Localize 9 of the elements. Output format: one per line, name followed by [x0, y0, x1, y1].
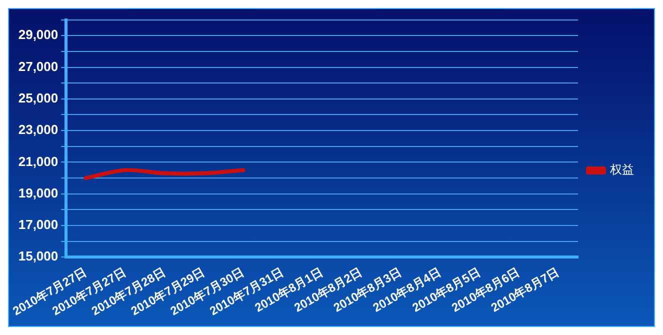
y-tick-label: 19,000: [18, 185, 58, 200]
y-tick-label: 21,000: [18, 154, 58, 169]
y-tick-label: 15,000: [18, 248, 58, 264]
legend-label: 权益: [609, 162, 634, 177]
y-tick-label: 29,000: [18, 27, 58, 42]
y-tick-label: 17,000: [18, 217, 58, 232]
y-tick-label: 25,000: [18, 90, 58, 106]
y-tick-label: 23,000: [18, 122, 58, 138]
y-tick-label: 27,000: [18, 58, 58, 74]
